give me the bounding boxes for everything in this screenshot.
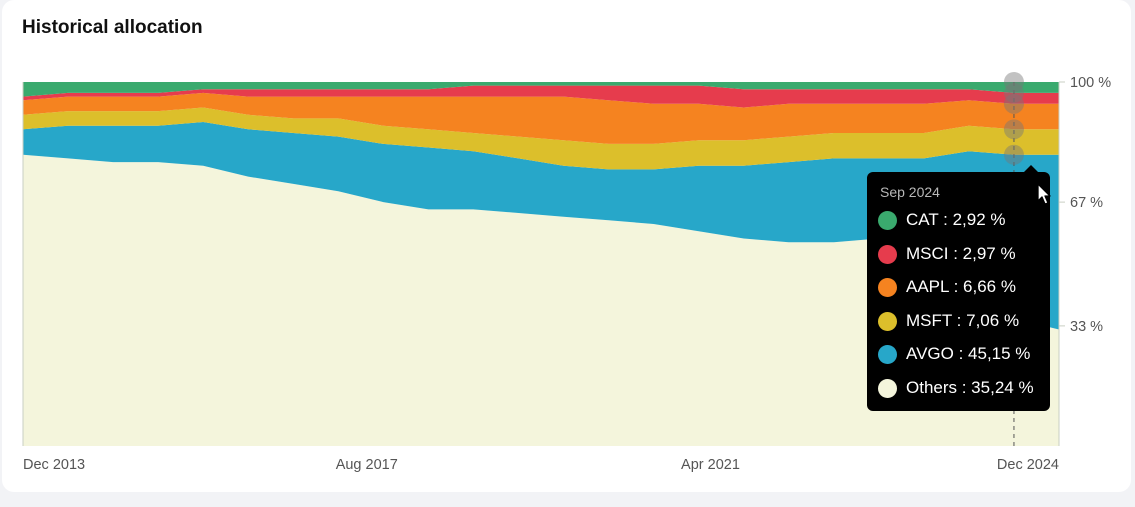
tooltip-item-others: Others : 35,24 % [878, 376, 1034, 400]
y-tick-label: 67 % [1070, 195, 1103, 211]
legend-dot-avgo [878, 344, 897, 364]
tooltip-label: AVGO : 45,15 % [906, 344, 1031, 363]
hover-marker-avgo [1003, 144, 1024, 165]
tooltip-date: Sep 2024 [880, 184, 940, 200]
tooltip-arrow [1024, 165, 1038, 172]
tooltip-label: MSCI : 2,97 % [906, 244, 1016, 263]
tooltip-label: MSFT : 7,06 % [906, 311, 1020, 330]
x-tick-label: Aug 2017 [336, 457, 398, 473]
area-msci[interactable] [23, 85, 1059, 108]
legend-dot-msci [878, 244, 897, 264]
mouse-pointer-icon [1037, 183, 1051, 205]
tooltip-item-avgo: AVGO : 45,15 % [878, 342, 1030, 366]
x-tick-label: Dec 2013 [23, 457, 85, 473]
legend-dot-others [878, 378, 897, 398]
tooltip-label: Others : 35,24 % [906, 378, 1034, 397]
tooltip-label: CAT : 2,92 % [906, 210, 1006, 229]
hover-marker-msci [1003, 82, 1024, 103]
area-aapl[interactable] [23, 92, 1059, 144]
x-tick-label: Apr 2021 [681, 457, 740, 473]
area-cat[interactable] [23, 82, 1059, 97]
hover-marker-msft [1003, 119, 1024, 140]
tooltip: Sep 2024 CAT : 2,92 % MSCI : 2,97 % AAPL… [867, 165, 1050, 411]
y-tick-label: 100 % [1070, 75, 1111, 91]
y-tick-label: 33 % [1070, 319, 1103, 335]
hover-marker-cat [1003, 72, 1024, 92]
tooltip-item-cat: CAT : 2,92 % [878, 208, 1006, 232]
x-tick-label: Dec 2024 [997, 457, 1059, 473]
tooltip-item-msft: MSFT : 7,06 % [878, 309, 1019, 333]
legend-dot-cat [878, 210, 897, 230]
area-msft[interactable] [23, 107, 1059, 170]
legend-dot-msft [878, 311, 897, 331]
tooltip-item-msci: MSCI : 2,97 % [878, 242, 1016, 266]
area-avgo[interactable] [23, 122, 1059, 330]
hover-marker-aapl [1003, 93, 1024, 114]
area-others[interactable] [23, 154, 1059, 447]
tooltip-label: AAPL : 6,66 % [906, 277, 1016, 296]
chart-title: Historical allocation [22, 17, 203, 38]
legend-dot-aapl [878, 277, 897, 297]
tooltip-item-aapl: AAPL : 6,66 % [878, 275, 1016, 299]
